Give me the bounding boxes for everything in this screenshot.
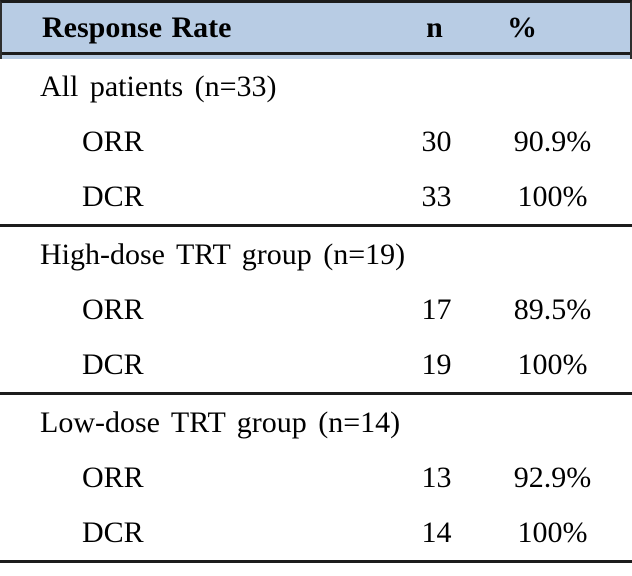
group-title: Low-dose TRT group (n=14) <box>40 405 401 439</box>
table-row: DCR 33 100% <box>0 169 632 224</box>
table-row: DCR 19 100% <box>0 337 632 392</box>
row-label: DCR <box>82 179 144 213</box>
row-n-value: 13 <box>421 460 452 494</box>
group-title: High-dose TRT group (n=19) <box>40 237 406 271</box>
group-title-row: All patients (n=33) <box>0 59 632 114</box>
header-percent: % <box>507 10 537 44</box>
table-row: ORR 17 89.5% <box>0 282 632 337</box>
header-response-rate: Response Rate <box>42 10 232 44</box>
row-label: ORR <box>82 292 144 326</box>
row-label: ORR <box>82 124 144 158</box>
row-label: DCR <box>82 515 144 549</box>
row-percent-value: 92.9% <box>513 460 592 494</box>
section-high-dose: High-dose TRT group (n=19) ORR 17 89.5% … <box>0 227 632 395</box>
row-n-value: 19 <box>421 347 452 381</box>
section-low-dose: Low-dose TRT group (n=14) ORR 13 92.9% D… <box>0 395 632 563</box>
row-percent-value: 100% <box>517 515 588 549</box>
table-row: DCR 14 100% <box>0 505 632 560</box>
table-row: ORR 30 90.9% <box>0 114 632 169</box>
group-title: All patients (n=33) <box>40 69 277 103</box>
table-row: ORR 13 92.9% <box>0 450 632 505</box>
row-percent-value: 89.5% <box>513 292 592 326</box>
group-title-row: High-dose TRT group (n=19) <box>0 227 632 282</box>
row-n-value: 30 <box>421 124 452 158</box>
table-header: Response Rate n % <box>0 0 632 59</box>
header-n: n <box>426 10 443 44</box>
row-percent-value: 100% <box>517 347 588 381</box>
row-label: DCR <box>82 347 144 381</box>
header-row: Response Rate n % <box>2 3 630 52</box>
header-bottom-rule <box>2 52 630 55</box>
row-label: ORR <box>82 460 144 494</box>
section-all-patients: All patients (n=33) ORR 30 90.9% DCR 33 … <box>0 59 632 227</box>
row-percent-value: 100% <box>517 179 588 213</box>
row-n-value: 17 <box>421 292 452 326</box>
row-n-value: 14 <box>421 515 452 549</box>
group-title-row: Low-dose TRT group (n=14) <box>0 395 632 450</box>
row-percent-value: 90.9% <box>513 124 592 158</box>
row-n-value: 33 <box>421 179 452 213</box>
